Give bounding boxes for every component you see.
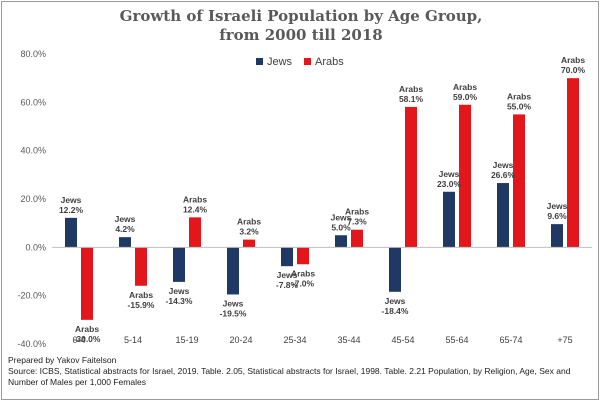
data-label-series: Arabs bbox=[129, 290, 153, 300]
bar-jews bbox=[497, 183, 509, 248]
prepared-by-note: Prepared by Yakov Faitelson bbox=[8, 355, 117, 365]
data-label-value: 23.0% bbox=[437, 179, 462, 189]
chart-title-line-2: from 2000 till 2018 bbox=[219, 26, 382, 44]
chart-title-line-1: Growth of Israeli Population by Age Grou… bbox=[120, 7, 483, 25]
data-label-value: -19.5% bbox=[220, 308, 247, 318]
data-label-series: Arabs bbox=[291, 268, 315, 278]
legend-swatch-jews bbox=[256, 58, 263, 65]
data-label-value: 12.2% bbox=[59, 205, 84, 215]
data-label-series: Jews bbox=[547, 201, 568, 211]
bar-arabs bbox=[189, 217, 201, 248]
data-label-series: Jews bbox=[493, 160, 514, 170]
bar-arabs bbox=[513, 114, 525, 248]
x-tick-label: +75 bbox=[557, 335, 572, 345]
x-tick-label: 35-44 bbox=[337, 335, 360, 345]
data-label-series: Jews bbox=[115, 214, 136, 224]
bar-chart: Growth of Israeli Population by Age Grou… bbox=[17, 7, 592, 347]
bar-jews bbox=[173, 247, 185, 282]
data-label-series: Arabs bbox=[75, 324, 99, 334]
bar-arabs bbox=[135, 247, 147, 286]
bar-jews bbox=[443, 191, 455, 248]
data-label-series: Arabs bbox=[507, 91, 531, 101]
x-tick-label: 20-24 bbox=[229, 335, 252, 345]
data-label-value: 5.0% bbox=[331, 222, 351, 232]
data-label-series: Arabs bbox=[237, 217, 261, 227]
data-label-value: 26.6% bbox=[491, 170, 516, 180]
y-tick-label: 60.0% bbox=[20, 97, 46, 107]
data-label-value: 58.1% bbox=[399, 94, 424, 104]
y-tick-label: 40.0% bbox=[20, 146, 46, 156]
y-tick-label: -20.0% bbox=[17, 291, 46, 301]
data-label-value: 55.0% bbox=[507, 101, 532, 111]
x-tick-label: 25-34 bbox=[283, 335, 306, 345]
y-tick-label: 20.0% bbox=[20, 194, 46, 204]
data-label-series: Jews bbox=[439, 169, 460, 179]
data-label-value: 4.2% bbox=[115, 224, 135, 234]
data-label-series: Arabs bbox=[183, 194, 207, 204]
data-label-series: Jews bbox=[277, 270, 298, 280]
data-label-value: -14.3% bbox=[166, 296, 193, 306]
data-label-value: 3.2% bbox=[239, 227, 259, 237]
data-label-value: 70.0% bbox=[561, 65, 586, 75]
bar-arabs bbox=[351, 229, 363, 248]
bar-arabs bbox=[297, 247, 309, 265]
data-label-series: Jews bbox=[61, 195, 82, 205]
bar-jews bbox=[65, 217, 77, 248]
y-tick-label: 0.0% bbox=[25, 242, 46, 252]
x-tick-label: 0-4 bbox=[72, 335, 85, 345]
bar-jews bbox=[335, 235, 347, 248]
data-label-value: -7.8% bbox=[276, 280, 299, 290]
data-label-series: Jews bbox=[331, 212, 352, 222]
legend-label-arabs: Arabs bbox=[315, 56, 344, 68]
legend-swatch-arabs bbox=[304, 58, 311, 65]
bar-jews bbox=[227, 247, 239, 295]
data-label-series: Arabs bbox=[345, 207, 369, 217]
bar-jews bbox=[551, 224, 563, 248]
legend-label-jews: Jews bbox=[267, 56, 293, 68]
data-label-series: Jews bbox=[385, 296, 406, 306]
bar-arabs bbox=[405, 106, 417, 248]
data-label-value: -15.9% bbox=[128, 300, 155, 310]
data-label-series: Arabs bbox=[453, 82, 477, 92]
data-label-value: -18.4% bbox=[382, 306, 409, 316]
y-tick-label: -40.0% bbox=[17, 339, 46, 347]
data-label-series: Jews bbox=[169, 286, 190, 296]
bar-series bbox=[65, 78, 579, 320]
x-tick-label: 5-14 bbox=[124, 335, 142, 345]
x-tick-label: 65-74 bbox=[499, 335, 522, 345]
x-axis: 0-4 5-14 15-19 20-24 25-34 35-44 45-54 55-64 65-… bbox=[72, 335, 572, 345]
x-tick-label: 55-64 bbox=[445, 335, 468, 345]
bar-jews bbox=[119, 237, 131, 248]
data-label-value: 7.3% bbox=[347, 217, 367, 227]
data-label-series: Arabs bbox=[399, 84, 423, 94]
bar-arabs bbox=[567, 78, 579, 248]
y-tick-label: 80.0% bbox=[20, 49, 46, 59]
x-tick-label: 45-54 bbox=[391, 335, 414, 345]
data-label-value: -7.0% bbox=[292, 278, 315, 288]
bar-arabs bbox=[459, 104, 471, 248]
data-label-value: 12.4% bbox=[183, 204, 208, 214]
y-axis: 80.0% 60.0% 40.0% 20.0% 0.0% -20.0% -40.0% bbox=[17, 49, 46, 347]
data-label-series: Arabs bbox=[561, 55, 585, 65]
bar-jews bbox=[281, 247, 293, 267]
data-label-value: 9.6% bbox=[547, 211, 567, 221]
data-label-value: -30.0% bbox=[74, 334, 101, 344]
data-label-series: Jews bbox=[223, 298, 244, 308]
bar-arabs bbox=[243, 239, 255, 248]
source-note: Source: ICBS, Statistical abstracts for … bbox=[8, 366, 571, 387]
bar-jews bbox=[389, 247, 401, 292]
bar-arabs bbox=[81, 247, 93, 320]
data-labels: Jews12.2%Arabs-30.0%Jews4.2%Arabs-15.9%J… bbox=[59, 55, 586, 344]
legend: Jews Arabs bbox=[256, 56, 344, 68]
data-label-value: 59.0% bbox=[453, 92, 478, 102]
x-tick-label: 15-19 bbox=[175, 335, 198, 345]
